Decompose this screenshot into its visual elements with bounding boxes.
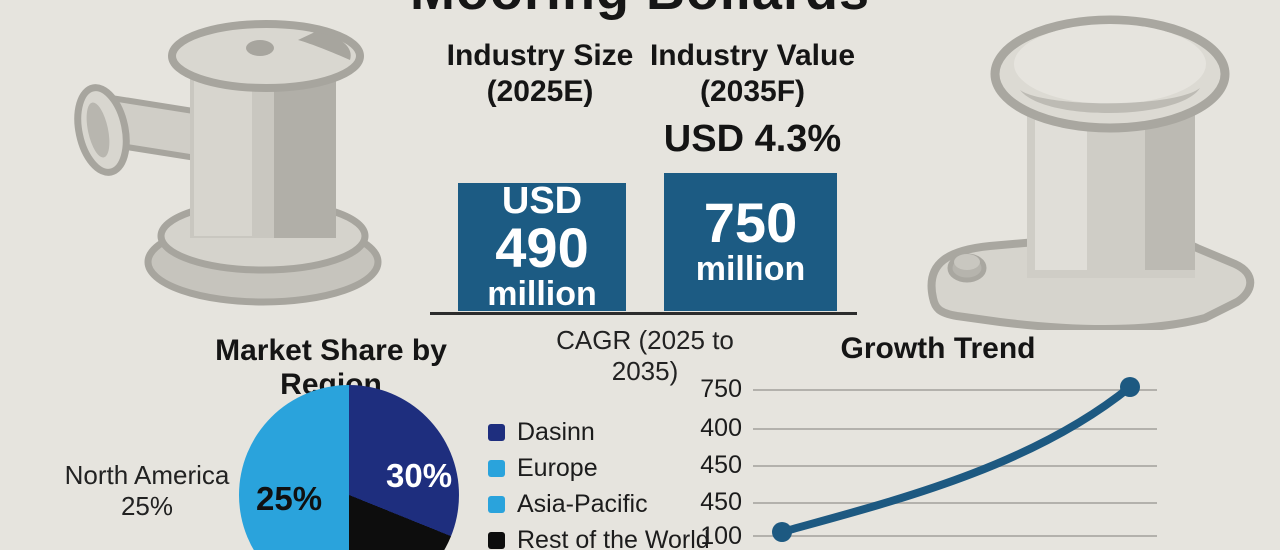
- market-share-pie-chart: [239, 385, 459, 550]
- gridline: [753, 389, 1157, 391]
- y-tick-400: 400: [700, 414, 742, 442]
- industry-size-value-box: USD 490 million: [458, 180, 626, 313]
- y-tick-100: 100: [700, 522, 742, 550]
- y-tick-450b: 450: [700, 488, 742, 516]
- legend-swatch-cyan-icon: [488, 459, 505, 477]
- gridline: [753, 465, 1157, 467]
- size-unit: million: [487, 275, 597, 313]
- cagr-label: CAGR (2025 to 2035): [556, 325, 734, 386]
- industry-value-value-box: 750 million: [664, 173, 837, 311]
- cagr-divider: [430, 312, 857, 315]
- value-number: 750: [703, 191, 798, 254]
- y-tick-450a: 450: [700, 451, 742, 479]
- legend-item-asia-pacific: Asia-Pacific: [488, 486, 710, 522]
- pie-slice-label-cyan: 25%: [256, 480, 323, 517]
- growth-trend-title: Growth Trend: [840, 332, 1036, 365]
- gridline: [753, 535, 1157, 537]
- legend-item-europe: Europe: [488, 450, 710, 486]
- gridline: [753, 428, 1157, 430]
- industry-value-label: Industry Value (2035F): [649, 39, 856, 108]
- legend-swatch-cyan2-icon: [488, 495, 505, 513]
- gridline: [753, 502, 1157, 504]
- pie-legend: Dasinn Europe Asia-Pacific Rest of the W…: [488, 414, 710, 550]
- industry-size-label: Industry Size (2025E): [446, 39, 634, 108]
- pie-slice-label-navy: 30%: [386, 457, 453, 494]
- cagr-value-highlight: USD 4.3%: [663, 118, 842, 160]
- legend-swatch-black-icon: [488, 531, 505, 549]
- legend-item-rest-of-world: Rest of the World: [488, 522, 710, 550]
- legend-swatch-navy-icon: [488, 423, 505, 441]
- legend-item-dasinn: Dasinn: [488, 414, 710, 450]
- data-point-end: [1120, 377, 1140, 397]
- title-clip-region: Mooring Bollards: [0, 0, 1280, 26]
- left-bollard-illustration-icon: [74, 20, 382, 306]
- value-unit: million: [695, 250, 806, 288]
- right-bollard-illustration-icon: [927, 15, 1255, 330]
- page-title: Mooring Bollards: [0, 0, 1280, 22]
- size-number: 490: [495, 216, 589, 279]
- y-tick-750: 750: [700, 375, 742, 403]
- size-currency: USD: [501, 180, 583, 222]
- north-america-annotation: North America 25%: [64, 460, 230, 521]
- data-point-start: [772, 522, 792, 542]
